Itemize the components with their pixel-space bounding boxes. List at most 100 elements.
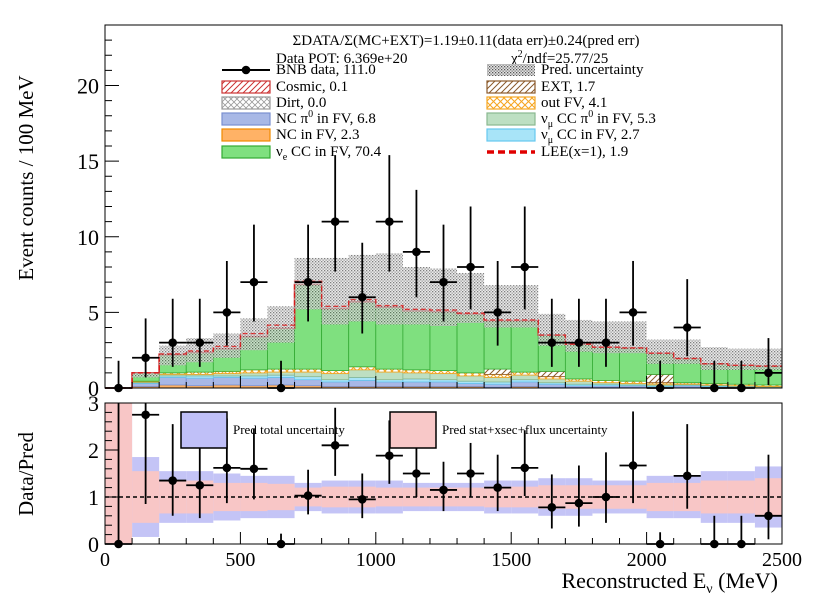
legend-label-3: EXT, 1.7 xyxy=(541,79,596,95)
ratio-legend-label-0: Pred total uncertainty xyxy=(233,422,345,437)
ratio-stat-band-10 xyxy=(375,487,403,507)
data-point-19 xyxy=(628,308,638,317)
stack-bar-3-10 xyxy=(375,371,404,381)
lee-line xyxy=(105,280,782,389)
stack-bar-4-7 xyxy=(294,368,323,373)
data-point-5 xyxy=(249,277,259,287)
stack-bar-4-11 xyxy=(402,369,431,374)
legend-swatch-7 xyxy=(486,112,536,126)
stack-bar-1-10 xyxy=(375,381,404,387)
legend-swatch-5 xyxy=(486,96,536,110)
data-point-3 xyxy=(195,338,205,347)
xtick-label-3: 1500 xyxy=(491,549,531,571)
xtick-label-1: 500 xyxy=(225,549,255,571)
stack-bar-1-3 xyxy=(185,377,214,387)
stack-bar-4-14 xyxy=(483,373,512,378)
legend-label-4: Dirt, 0.0 xyxy=(276,95,326,111)
stack-bar-4-5 xyxy=(239,369,268,374)
ratio-point-14 xyxy=(493,483,502,492)
legend-marker-0 xyxy=(241,65,251,75)
stack-bar-3-9 xyxy=(348,369,377,378)
data-point-9 xyxy=(357,292,367,302)
stack-bar-4-13 xyxy=(456,372,485,377)
data-point-8 xyxy=(330,217,340,226)
ratio-point-17 xyxy=(574,498,584,508)
data-point-15 xyxy=(520,262,530,272)
top-y-axis: 0 5 10 15 20 xyxy=(77,39,119,401)
stack-bar-3-12 xyxy=(429,373,458,381)
stack-bar-1-5 xyxy=(239,377,268,387)
bottom-frame-border xyxy=(104,402,783,545)
stack-bar-2-11 xyxy=(402,378,431,383)
top-x-ticks xyxy=(104,376,783,388)
ratio-legend-swatch-0 xyxy=(180,411,228,449)
ratio-stat-band-8 xyxy=(321,486,349,508)
stack-bar-4-8 xyxy=(321,370,350,375)
stack-bar-1-14 xyxy=(483,383,512,388)
stack-bar-1-1 xyxy=(131,383,160,387)
legend-swatch-4 xyxy=(221,96,271,110)
stack-bar-3-11 xyxy=(402,372,431,380)
y-axis-label: Event counts / 100 MeV xyxy=(14,75,38,280)
stack-bar-1-2 xyxy=(158,377,187,386)
ratio-point-7 xyxy=(303,491,313,500)
ratio-point-3 xyxy=(195,480,205,490)
ratio-point-8 xyxy=(330,441,340,450)
legend-swatch-1 xyxy=(487,64,535,76)
ratio-y-axis: 0 1 2 3 xyxy=(88,391,119,557)
stack-bar-4-10 xyxy=(375,368,404,373)
legend-label-7: νμ CC π0 in FV, 5.3 xyxy=(541,109,656,130)
ratio-point-16 xyxy=(547,503,557,512)
ratio-point-18 xyxy=(601,492,611,502)
ratio-stat-band-15 xyxy=(511,486,539,508)
stack-bar-1-8 xyxy=(321,381,350,387)
stack-bar-6-15 xyxy=(510,320,539,373)
data-point-10 xyxy=(385,217,394,226)
stack-bar-3-16 xyxy=(537,378,566,384)
stack-bar-1-15 xyxy=(510,381,539,387)
ratio-point-12 xyxy=(439,485,448,495)
ratio-point-24 xyxy=(764,511,773,521)
ratio-legend-swatch-1 xyxy=(389,411,437,449)
legend-swatch-3 xyxy=(486,80,536,94)
top-ytick-label-0: 0 xyxy=(88,376,99,401)
stack-bar-1-13 xyxy=(456,383,485,387)
stack-bar-3-5 xyxy=(239,372,268,377)
x-axis-label: Reconstructed Eν (MeV) xyxy=(561,568,778,597)
legend-swatch-6 xyxy=(221,112,271,126)
top-plot-area xyxy=(105,155,783,393)
xtick-label-2: 1000 xyxy=(356,549,396,571)
stack-bar-4-12 xyxy=(429,370,458,375)
legend-label-5: out FV, 4.1 xyxy=(541,95,607,111)
data-point-12 xyxy=(439,277,448,287)
ratio-legend: Pred total uncertainty Pred stat+xsec+flu… xyxy=(180,411,608,449)
top-ytick-label-4: 20 xyxy=(77,74,99,99)
stack-bar-6-19 xyxy=(619,347,648,382)
data-point-7 xyxy=(303,277,313,287)
chi2-label: χ2/ndf=25.77/25 xyxy=(510,49,608,67)
ratio-point-21 xyxy=(682,471,692,481)
ratio-point-5 xyxy=(249,464,259,474)
legend-label-1: Pred. uncertainty xyxy=(541,62,644,78)
stack-bar-3-13 xyxy=(456,375,485,382)
xtick-label-5: 2500 xyxy=(762,549,802,571)
stack-bar-3-17 xyxy=(564,380,593,385)
ratio-ytick-label-2: 2 xyxy=(88,438,99,463)
data-point-13 xyxy=(466,262,475,272)
ratio-point-2 xyxy=(168,476,177,485)
stack-bar-6-13 xyxy=(456,313,485,374)
ratio-point-1 xyxy=(141,410,150,420)
stack-bar-3-7 xyxy=(294,371,323,378)
stack-bar-3-14 xyxy=(483,377,512,383)
legend-swatch-2 xyxy=(221,80,271,94)
ratio-y-label: Data/Pred xyxy=(14,432,38,516)
xtick-label-4: 2000 xyxy=(627,549,667,571)
data-point-2 xyxy=(168,338,177,347)
ratio-plot-area xyxy=(105,403,782,549)
ratio-point-13 xyxy=(466,469,475,478)
ratio-point-19 xyxy=(628,461,638,470)
legend-label-2: Cosmic, 0.1 xyxy=(276,79,348,95)
top-ytick-label-3: 15 xyxy=(77,149,99,174)
stack-bar-1-7 xyxy=(294,379,323,387)
